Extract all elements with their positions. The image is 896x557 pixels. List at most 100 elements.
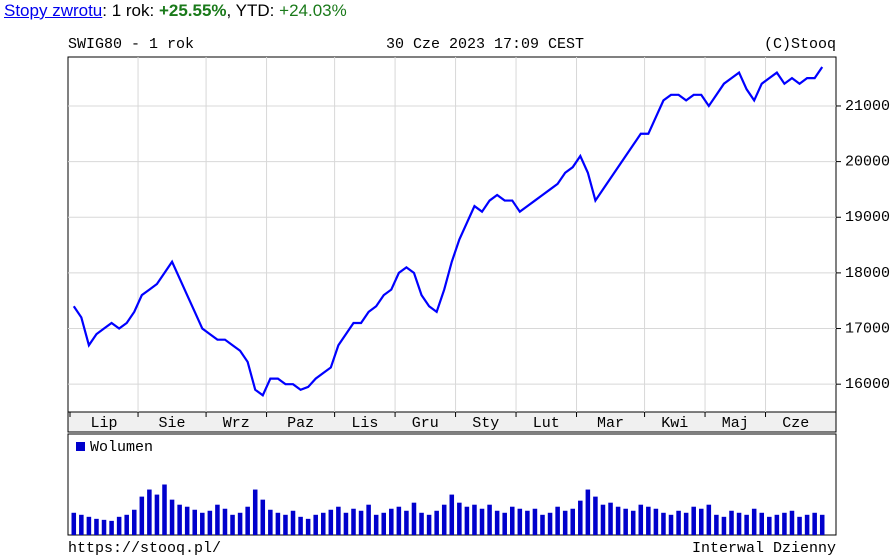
volume-bar [86, 516, 92, 535]
volume-bar [109, 520, 114, 535]
chart-source: (C)Stooq [764, 36, 836, 53]
y-tick-label: 17000 [845, 321, 890, 338]
legend-swatch [76, 442, 85, 451]
volume-bar [169, 499, 175, 535]
volume-bar [381, 512, 387, 535]
volume-bar [313, 514, 318, 535]
volume-bar [298, 516, 303, 535]
volume-bar [139, 496, 145, 535]
x-tick-label: Cze [782, 415, 809, 432]
y-tick-label: 16000 [845, 376, 890, 393]
chart-subtitle: 30 Cze 2023 17:09 CEST [386, 36, 584, 53]
footer-interval: Interwal Dzienny [692, 540, 836, 557]
volume-bar [200, 512, 205, 535]
volume-bar [706, 504, 712, 535]
volume-bar [782, 512, 787, 535]
price-line [72, 66, 824, 397]
volume-bar [812, 512, 817, 535]
volume-bar [457, 502, 462, 535]
volume-bar [192, 509, 198, 535]
x-tick-label: Paz [287, 415, 314, 432]
volume-bar [290, 510, 296, 535]
volume-bar [819, 514, 825, 535]
volume-bar [252, 489, 258, 535]
period-label: : 1 rok: [102, 1, 159, 20]
x-tick-label: Kwi [661, 415, 688, 432]
volume-bar [237, 512, 243, 535]
volume-bar [767, 516, 772, 535]
volume-bar [585, 489, 591, 535]
x-tick-label: Sie [159, 415, 186, 432]
month-axis [67, 411, 837, 433]
footer-url: https://stooq.pl/ [68, 540, 221, 557]
volume-bar [774, 514, 780, 535]
volume-bar [729, 510, 734, 535]
volume-bar [162, 484, 167, 535]
ytd-label: , YTD: [226, 1, 280, 20]
volume-bar [207, 510, 213, 535]
volume-bar [124, 514, 129, 535]
volume-bar [441, 504, 447, 535]
volume-bar [547, 512, 553, 535]
volume-bar [646, 506, 651, 535]
volume-bar [630, 510, 636, 535]
volume-bar [615, 506, 621, 535]
y-tick-label: 19000 [845, 209, 890, 226]
volume-bar [668, 514, 674, 535]
volume-bar [555, 506, 560, 535]
volume-bar [419, 512, 424, 535]
volume-bar [222, 508, 228, 535]
volume-bar [283, 514, 288, 535]
volume-bar [184, 506, 190, 535]
volume-bar [215, 504, 220, 535]
volume-bar [472, 504, 477, 535]
y-tick-label: 18000 [845, 265, 890, 282]
x-tick-label: Lip [91, 415, 118, 432]
volume-bar [653, 508, 659, 535]
volume-bar [714, 514, 719, 535]
returns-link[interactable]: Stopy zwrotu [4, 1, 103, 20]
volume-bar [343, 512, 349, 535]
volume-bar [789, 510, 795, 535]
volume-bar [464, 506, 470, 535]
volume-bar [736, 512, 742, 535]
volume-bar [683, 512, 689, 535]
x-tick-label: Mar [597, 415, 624, 432]
volume-bar [94, 518, 99, 535]
volume-bar [540, 514, 545, 535]
volume-bar [389, 508, 394, 535]
volume-bar [260, 499, 266, 535]
volume-bar [351, 508, 356, 535]
x-tick-label: Sty [472, 415, 499, 432]
y-tick-label: 21000 [845, 98, 890, 115]
volume-bar [411, 502, 417, 535]
volume-bar [509, 506, 515, 535]
returns-header: Stopy zwrotu: 1 rok: +25.55%, YTD: +24.0… [4, 1, 347, 21]
x-tick-label: Gru [412, 415, 439, 432]
volume-bar [759, 512, 765, 535]
volume-bar [320, 512, 326, 535]
x-tick-label: Lut [533, 415, 560, 432]
volume-bar [396, 506, 402, 535]
volume-bar [525, 510, 530, 535]
volume-bar [147, 489, 152, 535]
volume-bar [517, 508, 523, 535]
ytd-return: +24.03% [279, 1, 347, 20]
volume-bar [449, 494, 455, 535]
volume-bar [661, 512, 666, 535]
period-return: +25.55% [158, 1, 227, 20]
volume-bar [804, 514, 810, 535]
volume-bar [578, 500, 583, 535]
volume-bar [71, 512, 77, 535]
volume-bar [336, 506, 341, 535]
y-tick-label: 20000 [845, 154, 890, 171]
volume-bar [404, 510, 409, 535]
volume-bar [358, 510, 364, 535]
volume-bar [600, 504, 606, 535]
volume-bar [479, 508, 485, 535]
volume-bar [101, 519, 107, 535]
volume-bar [698, 508, 704, 535]
volume-bar [502, 512, 507, 535]
